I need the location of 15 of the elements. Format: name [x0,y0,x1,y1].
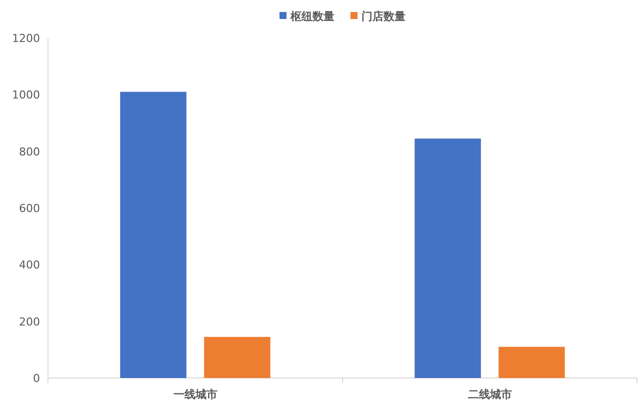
y-tick-label: 1200 [12,32,40,45]
bar [204,336,270,378]
x-tick-label: 二线城市 [468,388,512,401]
y-tick-label: 600 [19,202,40,215]
x-tick-label: 一线城市 [173,388,218,401]
y-tick-label: 400 [19,258,40,272]
bar [414,138,481,378]
legend-label: 枢纽数量 [290,10,334,23]
y-tick-label: 0 [33,372,40,385]
legend-label: 门店数量 [362,10,406,23]
y-tick-label: 800 [19,145,40,158]
bar [498,346,565,378]
bar [120,92,186,378]
y-tick-label: 1000 [12,88,40,102]
y-tick-label: 200 [19,315,40,328]
